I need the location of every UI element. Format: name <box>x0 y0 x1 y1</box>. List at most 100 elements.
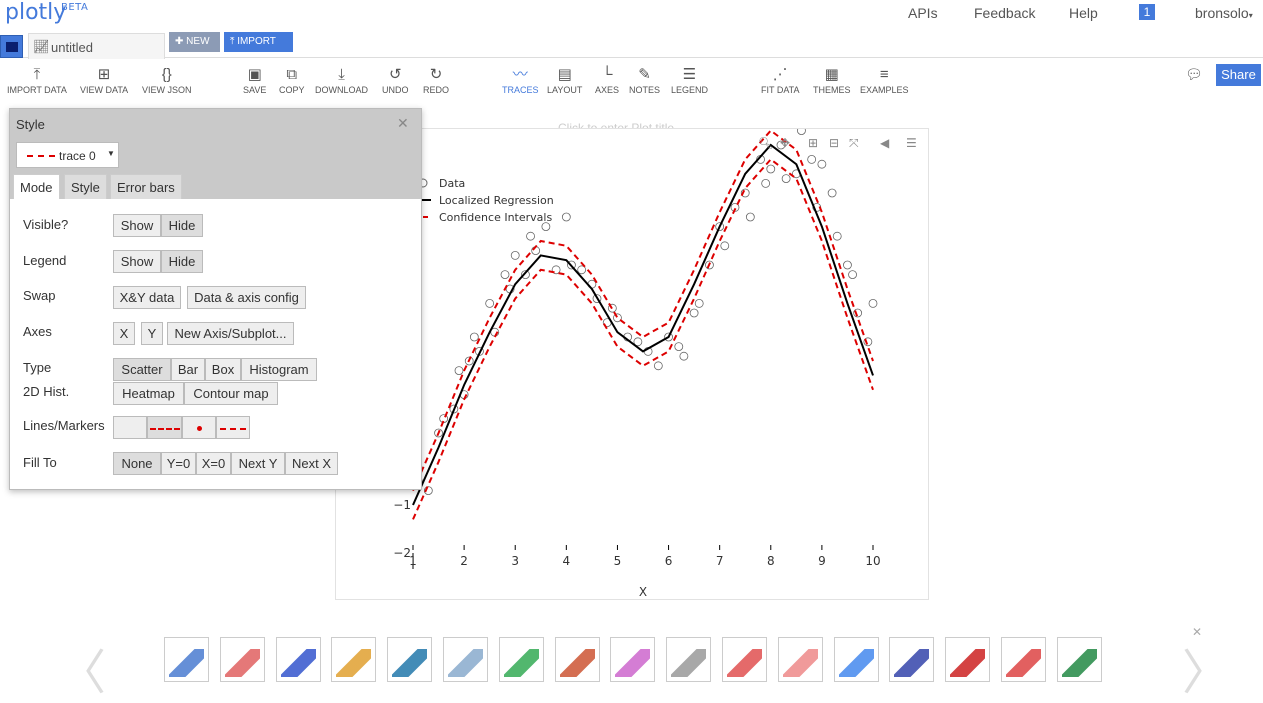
toolbar-view-data-button[interactable]: ⊞ VIEW DATA <box>80 65 128 95</box>
share-button[interactable]: Share <box>1216 64 1261 86</box>
comment-icon[interactable]: 💬︎ <box>1185 66 1203 82</box>
close-icon[interactable]: ✕ <box>1192 625 1203 639</box>
gallery-thumbnail[interactable] <box>945 637 991 682</box>
fill-next-y-button[interactable]: Next Y <box>231 452 285 475</box>
import-button[interactable]: ⤒ IMPORT <box>224 32 293 52</box>
gallery-thumbnail[interactable] <box>443 637 488 682</box>
toolbar-import-data-button[interactable]: ⤒ IMPORT DATA <box>7 65 67 95</box>
new-axis-button[interactable]: New Axis/Subplot... <box>167 322 294 345</box>
chevron-right-icon[interactable]: 〉 <box>1182 645 1231 701</box>
toolbar-undo-button[interactable]: ↺ UNDO <box>382 65 409 95</box>
type-box-button[interactable]: Box <box>205 358 241 381</box>
copy-icon: ⧉ <box>286 66 298 83</box>
visible-show-button[interactable]: Show <box>113 214 161 237</box>
toolbar-axes-button[interactable]: └ AXES <box>595 65 619 95</box>
gallery-thumbnail[interactable] <box>666 637 712 682</box>
legend-hide-button[interactable]: Hide <box>161 250 203 273</box>
autoscale-icon[interactable]: ⤧ <box>849 136 859 150</box>
hover-compare-icon[interactable]: ☰ <box>906 136 917 150</box>
swap-xy-button[interactable]: X&Y data <box>113 286 181 309</box>
gallery-thumbnail[interactable] <box>387 637 433 682</box>
toolbar-redo-button[interactable]: ↻ REDO <box>423 65 449 95</box>
nav-feedback[interactable]: Feedback <box>974 5 1036 21</box>
gallery-thumbnail[interactable] <box>777 637 823 682</box>
toolbar-download-button[interactable]: ⤓ DOWNLOAD <box>315 65 368 95</box>
visible-hide-button[interactable]: Hide <box>161 214 203 237</box>
mode-lines-button[interactable] <box>147 416 182 439</box>
user-menu[interactable]: bronsolo▾ <box>1195 5 1253 21</box>
chevron-left-icon[interactable]: 〈 <box>58 645 107 701</box>
plot-area[interactable]: 1 2 3 4 5 6 7 8 9 10 −2 −1 X Data Localized Regression… <box>335 126 930 601</box>
toolbar-notes-button[interactable]: ✎ NOTES <box>629 65 660 95</box>
type-histogram-button[interactable]: Histogram <box>241 358 317 381</box>
legend-show-button[interactable]: Show <box>113 250 161 273</box>
mode-none-button[interactable] <box>113 416 147 439</box>
grid-icon: ⊞ <box>97 66 111 83</box>
mode-lines-markers-button[interactable] <box>216 416 250 439</box>
toolbar-label: LEGEND <box>671 85 709 95</box>
fill-x0-button[interactable]: X=0 <box>196 452 231 475</box>
tab-error-bars[interactable]: Error bars <box>110 174 182 199</box>
user-name: bronsolo <box>1195 5 1249 21</box>
type-bar-button[interactable]: Bar <box>171 358 205 381</box>
gallery-thumbnail[interactable] <box>1001 637 1046 682</box>
axis-y-button[interactable]: Y <box>141 322 163 345</box>
gallery-thumbnail[interactable] <box>889 637 935 682</box>
data-point <box>832 231 842 241</box>
folder-tab[interactable] <box>0 35 23 58</box>
chart-svg[interactable]: 1 2 3 4 5 6 7 8 9 10 −2 −1 X Data Localized Regression… <box>336 126 930 601</box>
axis-x-button[interactable]: X <box>113 322 135 345</box>
toolbar-traces-button[interactable]: 〰 TRACES <box>502 65 539 95</box>
data-point <box>664 332 673 342</box>
zoom-icon[interactable]: 🔍︎ <box>758 136 774 150</box>
toolbar-legend-button[interactable]: ☰ LEGEND <box>671 65 708 95</box>
tab-mode[interactable]: Mode <box>13 174 60 199</box>
fill-next-x-button[interactable]: Next X <box>285 452 338 475</box>
pan-icon[interactable]: ✥ <box>780 136 791 150</box>
close-icon[interactable]: ✕ <box>397 115 409 131</box>
toolbar-examples-button[interactable]: ≡ EXAMPLES <box>860 65 909 95</box>
toolbar-fit-data-button[interactable]: ⋰ FIT DATA <box>761 65 800 95</box>
gallery-thumbnail[interactable] <box>833 637 879 682</box>
toolbar-copy-button[interactable]: ⧉ COPY <box>279 65 305 95</box>
notification-badge[interactable]: 1 <box>1139 4 1155 20</box>
thumbnail-preview <box>559 649 595 677</box>
toolbar-themes-button[interactable]: ▦ THEMES <box>813 65 851 95</box>
data-point <box>761 179 771 188</box>
gallery-thumbnail[interactable] <box>722 637 767 682</box>
plotly-logo[interactable]: plotly BETA <box>5 0 88 25</box>
zoom-in-icon[interactable]: ⊞ <box>808 136 819 150</box>
gallery-thumbnail[interactable] <box>610 637 656 682</box>
gallery-thumbnail[interactable] <box>275 637 321 682</box>
fit-icon: ⋰ <box>772 66 788 83</box>
paint-icon: ▦ <box>824 66 839 83</box>
new-button[interactable]: ✚ NEW <box>169 32 220 52</box>
nav-apis[interactable]: APIs <box>908 5 938 21</box>
tab-style[interactable]: Style <box>64 174 107 199</box>
gallery-thumbnail[interactable] <box>1056 637 1102 682</box>
type-heatmap-button[interactable]: Heatmap <box>113 382 184 405</box>
mode-markers-button[interactable] <box>182 416 216 439</box>
data-point <box>766 164 776 174</box>
gallery-thumbnail[interactable] <box>164 637 209 682</box>
type-scatter-button[interactable]: Scatter <box>113 358 171 381</box>
fill-none-button[interactable]: None <box>113 452 161 475</box>
fill-y0-button[interactable]: Y=0 <box>161 452 196 475</box>
gallery-thumbnail[interactable] <box>219 637 265 682</box>
type-contour-button[interactable]: Contour map <box>184 382 278 405</box>
fill-to-label: Fill To <box>23 455 57 470</box>
toolbar-view-json-button[interactable]: {} VIEW JSON <box>142 65 192 95</box>
swap-config-button[interactable]: Data & axis config <box>187 286 306 309</box>
trace-selector[interactable]: trace 0 ▼ <box>16 142 119 168</box>
zoom-out-icon[interactable]: ⊟ <box>829 136 840 150</box>
gallery-thumbnail[interactable] <box>498 637 544 682</box>
toolbar-layout-button[interactable]: ▤ LAYOUT <box>547 65 582 95</box>
nav-help[interactable]: Help <box>1069 5 1098 21</box>
file-tab[interactable]: 📈︎ untitled <box>28 33 165 59</box>
gallery-thumbnail[interactable] <box>331 637 377 682</box>
toolbar-save-button[interactable]: ▣ SAVE <box>243 65 266 95</box>
hover-closest-icon[interactable]: ◀ <box>880 136 890 150</box>
file-tabs: 📈︎ untitled ✚ NEW ⤒ IMPORT <box>0 30 1263 59</box>
main-toolbar: ⤒ IMPORT DATA ⊞ VIEW DATA {} VIEW JSON ▣ SAVE ⧉ C… <box>0 60 1263 105</box>
gallery-thumbnail[interactable] <box>554 637 600 682</box>
